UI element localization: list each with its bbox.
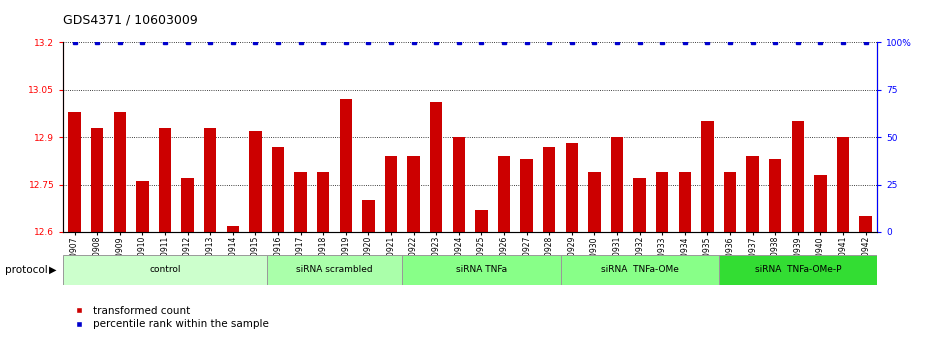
Bar [113, 112, 126, 232]
Bar [267, 255, 403, 285]
Bar [68, 112, 81, 232]
Bar [498, 156, 511, 232]
Bar [272, 147, 285, 232]
Bar [91, 128, 103, 232]
Bar [611, 137, 623, 232]
Bar [701, 121, 713, 232]
Text: control: control [149, 266, 180, 274]
Bar [679, 172, 691, 232]
Bar [204, 128, 217, 232]
Bar [747, 156, 759, 232]
Bar [656, 172, 669, 232]
Bar [791, 121, 804, 232]
Bar [724, 172, 737, 232]
Text: GDS4371 / 10603009: GDS4371 / 10603009 [63, 13, 198, 27]
Bar [769, 159, 781, 232]
Bar [430, 102, 443, 232]
Bar [339, 99, 352, 232]
Bar [521, 159, 533, 232]
Bar [837, 137, 849, 232]
Text: siRNA  TNFa-OMe: siRNA TNFa-OMe [601, 266, 679, 274]
Text: siRNA  TNFa-OMe-P: siRNA TNFa-OMe-P [754, 266, 841, 274]
Text: siRNA TNFa: siRNA TNFa [456, 266, 507, 274]
Bar [407, 156, 419, 232]
Bar [181, 178, 193, 232]
Bar [227, 225, 239, 232]
Text: protocol: protocol [5, 265, 47, 275]
Bar [815, 175, 827, 232]
Text: ▶: ▶ [49, 265, 57, 275]
Bar [403, 255, 561, 285]
Bar [295, 172, 307, 232]
Bar [588, 172, 601, 232]
Bar [63, 255, 267, 285]
Bar [475, 210, 487, 232]
Bar [859, 216, 872, 232]
Bar [561, 255, 719, 285]
Bar [249, 131, 261, 232]
Bar [159, 128, 171, 232]
Text: siRNA scrambled: siRNA scrambled [296, 266, 373, 274]
Bar [453, 137, 465, 232]
Bar [543, 147, 555, 232]
Bar [385, 156, 397, 232]
Bar [136, 181, 149, 232]
Bar [565, 143, 578, 232]
Bar [317, 172, 329, 232]
Legend: transformed count, percentile rank within the sample: transformed count, percentile rank withi… [69, 306, 270, 329]
Bar [633, 178, 645, 232]
Bar [362, 200, 375, 232]
Bar [719, 255, 877, 285]
